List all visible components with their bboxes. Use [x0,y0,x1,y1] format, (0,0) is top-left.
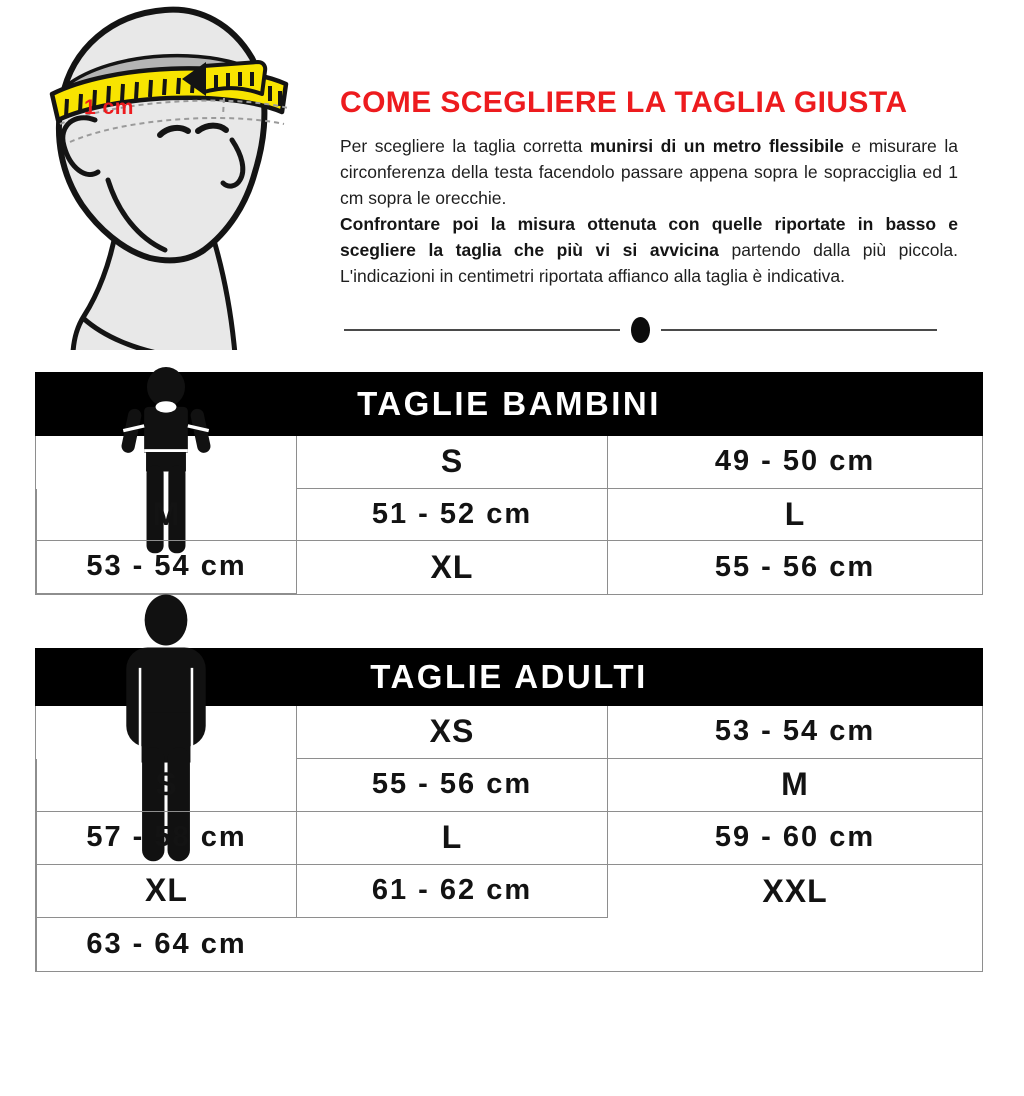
page-title: COME SCEGLIERE LA TAGLIA GIUSTA [340,86,908,119]
size-label: M [36,488,296,541]
eyebrow-left [157,124,191,138]
tape-measure-label: 1 cm [84,96,134,119]
hero-section: 1 cm COME SCEGLIERE LA TAGLIA GIUSTA Per… [0,0,1024,372]
intro-bold-2: Confrontare poi la misura ottenuta con q… [340,214,958,260]
size-range: 57 - 58 cm [36,811,296,865]
children-table-grid: S 49 - 50 cm M 51 - 52 cm L 53 - 54 cm X… [35,367,983,595]
child-silhouette-icon [36,367,296,554]
divider-line-right [661,329,937,331]
eyebrow-right [195,122,229,134]
size-range: 49 - 50 cm [607,436,982,489]
intro-section: COME SCEGLIERE LA TAGLIA GIUSTA Per sceg… [340,86,958,289]
children-sizes-table: TAGLIE BAMBINI [35,367,983,595]
adult-sizes-table: TAGLIE ADULTI XS 53 - 54 cm S 55 - 56 cm [35,594,983,972]
size-range: 53 - 54 cm [607,705,982,759]
nose [220,137,246,189]
size-range: 55 - 56 cm [296,758,607,812]
size-label: M [607,758,982,812]
size-range: 55 - 56 cm [607,541,982,594]
intro-text-1: Per scegliere la taglia corretta [340,136,590,156]
divider-dot [631,317,650,343]
size-range: 51 - 52 cm [296,488,607,541]
size-label: XL [36,864,296,918]
adult-table-title: TAGLIE ADULTI [370,657,648,695]
size-range: 63 - 64 cm [36,917,296,971]
jaw-line [105,177,168,253]
size-label: XL [296,541,607,594]
tape-arrow-icon [182,62,206,96]
intro-text-3: partendo dalla più piccola. L'indicazion… [340,240,958,286]
face-features [60,115,246,253]
size-range: 53 - 54 cm [36,541,296,594]
tape-end-ticks [214,72,254,89]
section-divider [344,317,937,343]
head-measure-illustration [49,6,289,350]
ear [60,115,101,177]
children-table-title: TAGLIE BAMBINI [357,385,661,422]
intro-paragraph: Per scegliere la taglia corretta munirsi… [340,133,958,289]
divider-line-left [344,329,620,331]
adult-silhouette-icon [36,594,296,862]
tape-end-overlap [202,60,268,96]
intro-text-2: e misurare la circonferenza della testa … [340,136,958,208]
intro-bold-1: munirsi di un metro flessibile [589,136,844,156]
adult-table-grid: XS 53 - 54 cm S 55 - 56 cm M 57 - 58 cm … [35,594,983,972]
size-label: S [36,758,296,812]
size-range: 61 - 62 cm [296,864,607,918]
size-label: XS [296,705,607,759]
tape-ticks [64,77,282,118]
size-label: L [607,488,982,541]
size-label: S [296,436,607,489]
size-label: L [296,811,607,865]
dashed-guides [59,97,289,143]
chest-line [80,315,156,350]
size-range: 59 - 60 cm [607,811,982,865]
size-label: XXL [607,864,982,918]
